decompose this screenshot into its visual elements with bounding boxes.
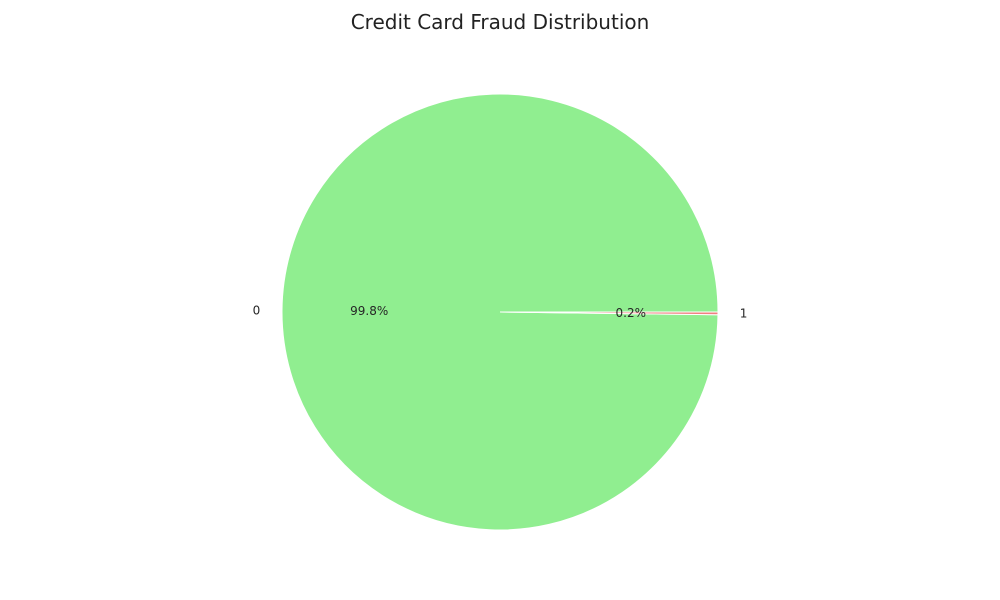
- chart-title: Credit Card Fraud Distribution: [350, 10, 650, 34]
- pie-slices: [281, 93, 719, 531]
- pie-slice-1: [499, 311, 719, 316]
- pie-label-1: 1: [740, 307, 748, 321]
- pie-percent-label-0: 99.8%: [350, 304, 388, 318]
- pie-label-0: 0: [253, 303, 261, 317]
- pie-percent-label-1: 0.2%: [616, 306, 647, 320]
- pie-labels: 0 99.8% 1 0.2%: [253, 303, 748, 320]
